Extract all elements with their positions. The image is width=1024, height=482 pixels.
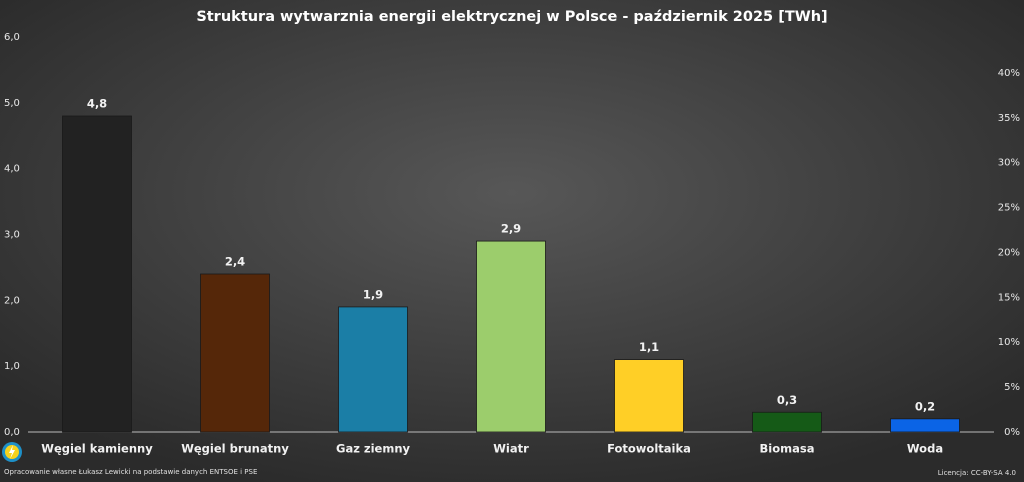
y2-tick-label: 0% (1004, 427, 1020, 438)
bar (338, 306, 408, 433)
value-label: 0,3 (777, 393, 797, 407)
license-note: Licencja: CC-BY-SA 4.0 (938, 469, 1016, 477)
y2-tick-label: 15% (998, 292, 1020, 303)
x-tick-label: Gaz ziemny (336, 442, 411, 456)
value-label: 2,9 (501, 222, 521, 236)
y-tick-label: 3,0 (4, 230, 20, 241)
x-tick-label: Biomasa (760, 442, 815, 456)
x-tick-label: Fotowoltaika (607, 442, 691, 456)
bar (890, 418, 960, 433)
value-label: 1,9 (363, 287, 383, 301)
source-note: Opracowanie własne Łukasz Lewicki na pod… (4, 468, 257, 476)
bar (62, 115, 132, 433)
y-tick-label: 5,0 (4, 98, 20, 109)
logo (2, 442, 22, 462)
y-tick-label: 2,0 (4, 295, 20, 306)
chart-title: Struktura wytwarznia energii elektryczne… (196, 9, 827, 25)
x-tick-label: Węgiel brunatny (181, 442, 289, 456)
bar (752, 411, 822, 433)
value-label: 2,4 (225, 255, 245, 269)
y2-tick-label: 10% (998, 337, 1020, 348)
y-tick-label: 0,0 (4, 427, 20, 438)
bar (200, 273, 270, 433)
x-tick-label: Węgiel kamienny (41, 442, 153, 456)
bar (614, 359, 684, 433)
y2-tick-label: 40% (998, 68, 1020, 79)
value-label: 4,8 (87, 97, 107, 111)
value-label: 0,2 (915, 399, 935, 413)
x-tick-label: Woda (907, 442, 943, 456)
y-tick-label: 6,0 (4, 32, 20, 43)
y2-tick-label: 30% (998, 158, 1020, 169)
y2-tick-label: 35% (998, 113, 1020, 124)
x-tick-label: Wiatr (493, 442, 529, 456)
y-tick-label: 4,0 (4, 164, 20, 175)
value-label: 1,1 (639, 340, 659, 354)
bar (476, 240, 546, 433)
y2-tick-label: 20% (998, 247, 1020, 258)
y2-tick-label: 5% (1004, 382, 1020, 393)
y-tick-label: 1,0 (4, 361, 20, 372)
y2-tick-label: 25% (998, 203, 1020, 214)
